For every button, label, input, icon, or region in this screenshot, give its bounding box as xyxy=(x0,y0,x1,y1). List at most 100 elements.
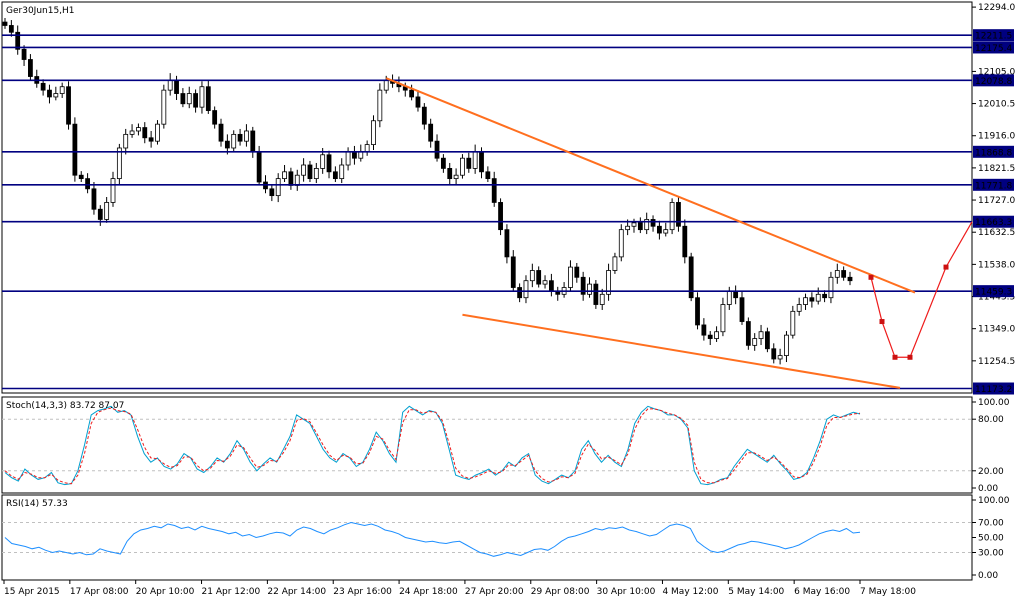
candle-body xyxy=(466,157,472,169)
candle-body xyxy=(771,348,777,360)
candle-body xyxy=(53,93,59,98)
candle-body xyxy=(307,164,313,180)
candle-body xyxy=(224,140,230,149)
candle-body xyxy=(28,59,33,77)
stoch-tick-label: 20.00 xyxy=(978,467,1004,477)
candle-body xyxy=(739,297,745,322)
candle-body xyxy=(568,266,573,288)
chart-title: Ger30Jun15,H1 xyxy=(6,6,75,16)
x-tick-label: 30 Apr 10:00 xyxy=(597,587,656,597)
candle-body xyxy=(606,270,611,295)
candle-body xyxy=(326,154,332,173)
stoch-tick-label: 100.00 xyxy=(978,398,1010,408)
level-tag xyxy=(973,74,1014,87)
candle-body xyxy=(695,297,700,326)
candle-body xyxy=(15,31,21,50)
candle-body xyxy=(85,178,90,190)
candle-body xyxy=(580,276,586,295)
candle-body xyxy=(479,150,484,173)
candle-body xyxy=(637,222,643,231)
candle-body xyxy=(288,171,294,186)
level-label: 12078.8 xyxy=(975,77,1012,87)
candle-body xyxy=(688,256,694,299)
x-tick-label: 27 Apr 20:00 xyxy=(465,587,524,597)
candle-body xyxy=(765,331,770,350)
candle-body xyxy=(415,96,421,108)
candle-body xyxy=(815,293,821,302)
x-tick-label: 29 Apr 08:00 xyxy=(531,587,590,597)
projection-point xyxy=(943,264,949,270)
x-tick-label: 7 May 18:00 xyxy=(860,587,916,597)
candle-body xyxy=(784,334,789,356)
candle-body xyxy=(345,150,351,166)
candle-body xyxy=(828,276,834,299)
candle-body xyxy=(383,79,389,91)
candle-body xyxy=(47,89,52,98)
candle-body xyxy=(593,283,599,305)
candle-body xyxy=(523,280,529,299)
projection-point xyxy=(907,354,913,360)
candle-body xyxy=(822,293,827,299)
stoch-tick-label: 80.00 xyxy=(978,415,1004,425)
candle-body xyxy=(644,219,650,231)
candle-body xyxy=(161,89,167,125)
x-tick-label: 17 Apr 08:00 xyxy=(70,587,129,597)
candle-body xyxy=(726,290,732,305)
x-tick-label: 22 Apr 14:00 xyxy=(267,587,326,597)
candle-body xyxy=(129,130,135,135)
candle-body xyxy=(752,338,758,346)
candle-body xyxy=(574,266,580,278)
candle-body xyxy=(364,144,370,152)
projection-line xyxy=(870,221,973,358)
candle-body xyxy=(460,157,465,176)
candle-body xyxy=(529,270,535,282)
level-tag xyxy=(973,285,1014,298)
candle-body xyxy=(167,79,173,91)
candle-body xyxy=(504,229,510,258)
candle-body xyxy=(148,137,154,142)
candle-body xyxy=(440,157,446,169)
candle-body xyxy=(618,229,624,258)
candle-body xyxy=(612,256,618,271)
candle-body xyxy=(212,110,218,125)
rsi-tick-label: 0.00 xyxy=(978,571,998,581)
price-tick-label: 11632.5 xyxy=(978,228,1015,238)
candle-body xyxy=(669,202,675,231)
rsi-pane xyxy=(1,494,973,581)
candle-body xyxy=(701,324,707,336)
candle-body xyxy=(447,168,453,180)
candle-body xyxy=(536,270,542,285)
candle-body xyxy=(803,297,808,305)
candle-body xyxy=(313,168,319,180)
price-tick-label: 11538.0 xyxy=(978,260,1015,270)
candle-body xyxy=(237,133,243,142)
candle-body xyxy=(485,171,491,180)
rsi-tick-label: 30.00 xyxy=(978,549,1004,559)
price-pane xyxy=(1,1,973,394)
candle-body xyxy=(714,331,719,339)
x-tick-label: 4 May 12:00 xyxy=(662,587,718,597)
trendline xyxy=(385,77,916,294)
price-tick-label: 12294.0 xyxy=(978,3,1015,13)
candle-body xyxy=(777,355,783,360)
candle-body xyxy=(275,178,281,197)
level-tag xyxy=(973,178,1014,191)
candle-body xyxy=(40,82,46,91)
x-tick-label: 20 Apr 10:00 xyxy=(136,587,195,597)
candle-body xyxy=(174,79,179,94)
price-tick-label: 11727.0 xyxy=(978,196,1015,206)
x-tick-label: 24 Apr 18:00 xyxy=(399,587,458,597)
candle-body xyxy=(371,120,376,145)
candle-body xyxy=(377,89,383,122)
candle-body xyxy=(256,150,262,183)
stoch-pane xyxy=(1,396,973,494)
rsi-tick-label: 70.00 xyxy=(978,519,1004,529)
candle-body xyxy=(72,123,78,176)
candle-body xyxy=(587,283,592,295)
candle-body xyxy=(599,293,605,305)
level-label: 11663.3 xyxy=(975,218,1012,228)
rsi-tick-label: 50.00 xyxy=(978,534,1004,544)
candle-body xyxy=(116,147,122,180)
x-tick-label: 15 Apr 2015 xyxy=(4,587,60,597)
candle-body xyxy=(78,174,84,180)
